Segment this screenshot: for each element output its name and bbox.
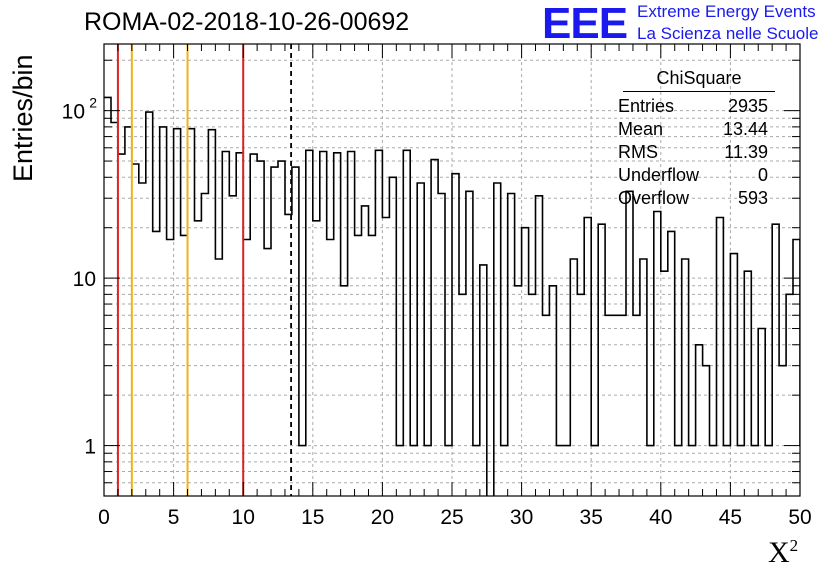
stats-label: Overflow: [618, 188, 690, 208]
x-tick-label: 0: [98, 506, 110, 529]
histogram-series: [104, 96, 800, 496]
x-tick-label: 25: [440, 506, 463, 529]
x-tick-label: 40: [649, 506, 672, 529]
x-tick-label: 50: [788, 506, 811, 529]
stats-row-rms: RMS 11.39: [611, 141, 771, 164]
stats-row-overflow: Overflow 593: [611, 187, 771, 210]
stats-row-mean: Mean 13.44: [611, 118, 771, 141]
y-tick-label: 10: [73, 268, 96, 291]
x-tick-label: 20: [371, 506, 394, 529]
logo-tagline-line2: La Scienza nelle Scuole: [637, 24, 819, 43]
x-tick-label: 30: [510, 506, 533, 529]
stats-label: Mean: [618, 119, 664, 139]
y-axis-label: Entries/bin: [8, 54, 38, 182]
stats-box: ChiSquare Entries 2935 Mean 13.44 RMS 11.39…: [611, 68, 775, 210]
stats-label: Entries: [618, 96, 675, 116]
y-tick-label-exponent: 2: [89, 95, 97, 111]
x-tick-label: 5: [168, 506, 180, 529]
stats-row-entries: Entries 2935: [611, 95, 771, 118]
x-axis-label-superscript: 2: [789, 536, 799, 555]
stats-title: ChiSquare: [623, 68, 775, 92]
run-title: ROMA-02-2018-10-26-00692: [84, 8, 410, 36]
x-axis-label: X2: [768, 536, 798, 570]
x-tick-label: 45: [719, 506, 742, 529]
stats-value: 11.39: [724, 142, 768, 162]
stats-value: 593: [737, 188, 768, 208]
stats-label: RMS: [618, 142, 658, 162]
stats-value: 0: [757, 165, 768, 185]
eee-logo: EEE: [542, 0, 628, 48]
x-tick-label: 35: [580, 506, 603, 529]
stats-label: Underflow: [618, 165, 700, 185]
stats-value: 13.44: [722, 119, 768, 139]
stats-value: 2935: [727, 96, 768, 116]
y-tick-label: 1: [84, 436, 96, 459]
logo-tagline-line1: Extreme Energy Events: [637, 2, 816, 21]
y-tick-label: 10: [62, 101, 85, 124]
x-tick-label: 10: [232, 506, 255, 529]
x-tick-label: 15: [301, 506, 324, 529]
stats-row-underflow: Underflow 0: [611, 164, 771, 187]
x-axis-label-base: X: [768, 536, 790, 569]
